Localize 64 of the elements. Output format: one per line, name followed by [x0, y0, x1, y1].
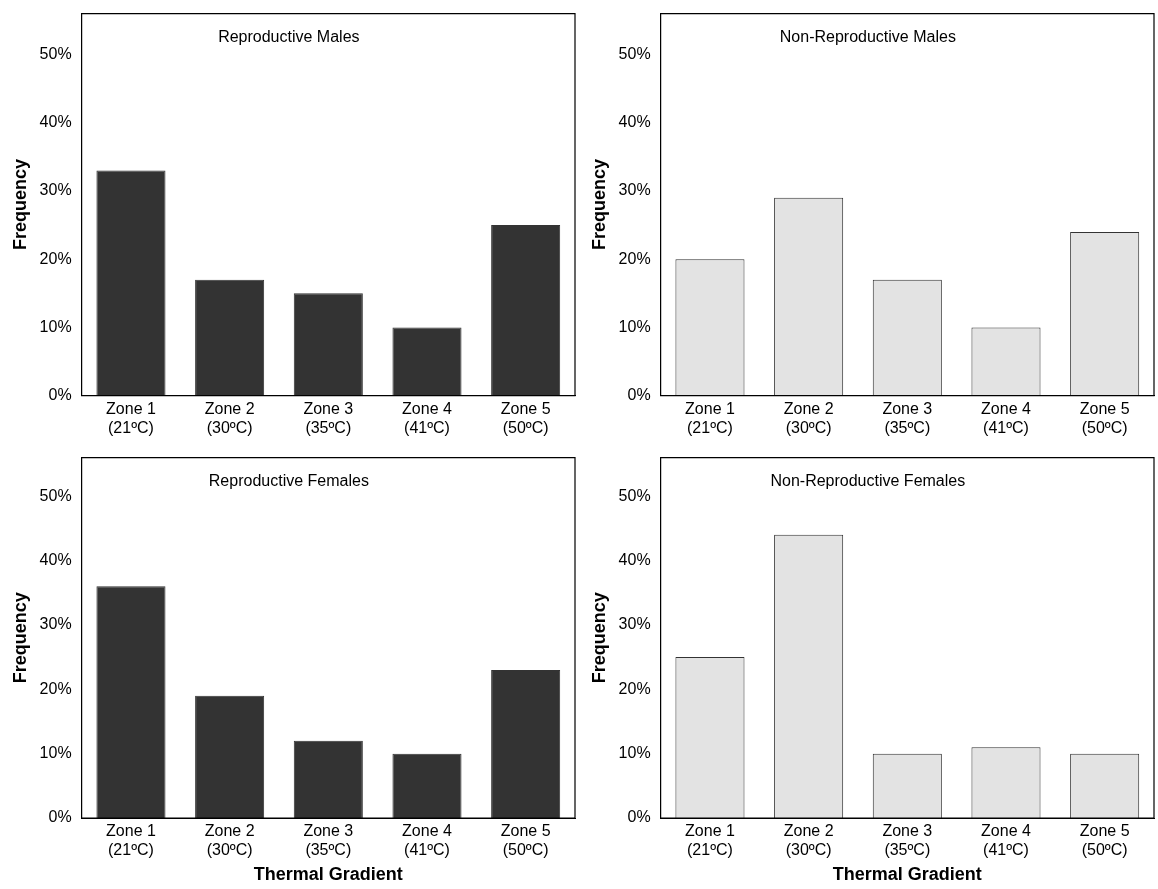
x-tick-label: Zone 1 (21ºC) — [685, 822, 735, 859]
bar — [293, 293, 363, 396]
bar — [195, 695, 265, 818]
x-tick-label: Zone 3 (35ºC) — [882, 399, 933, 436]
y-axis-title: Frequency — [588, 159, 609, 251]
y-tick-label: 0% — [48, 386, 72, 404]
y-tick-label: 50% — [39, 486, 72, 504]
y-tick-label: 10% — [618, 317, 651, 335]
bar — [491, 225, 561, 396]
y-tick-label: 20% — [618, 249, 651, 267]
x-tick-label: Zone 5 (50ºC) — [500, 822, 551, 859]
y-tick-label: 10% — [39, 744, 72, 762]
x-axis-title: Thermal Gradient — [832, 864, 982, 885]
x-tick-label: Zone 2 (30ºC) — [783, 399, 834, 436]
bar — [293, 740, 363, 818]
y-tick-label: 10% — [618, 744, 651, 762]
bar — [392, 753, 462, 818]
bar — [96, 170, 166, 396]
y-tick-label: 50% — [618, 44, 651, 62]
y-tick-label: 0% — [627, 386, 651, 404]
x-tick-label: Zone 1 (21ºC) — [106, 399, 156, 436]
x-tick-label: Zone 3 (35ºC) — [303, 399, 354, 436]
x-tick-label: Zone 2 (30ºC) — [783, 822, 834, 859]
y-tick-label: 30% — [618, 615, 651, 633]
x-tick-label: Zone 4 (41ºC) — [402, 399, 452, 436]
x-tick-label: Zone 4 (41ºC) — [981, 399, 1031, 436]
x-tick-label: Zone 5 (50ºC) — [1079, 399, 1130, 436]
x-tick-label: Zone 4 (41ºC) — [402, 822, 452, 859]
y-axis-title: Frequency — [588, 592, 609, 684]
y-tick-label: 20% — [39, 679, 72, 697]
text: Reproductive Females — [208, 472, 369, 490]
bar — [392, 327, 462, 396]
bar — [96, 586, 166, 818]
y-tick-label: 30% — [39, 181, 72, 199]
y-tick-label: 30% — [39, 615, 72, 633]
x-tick-label: Zone 2 (30ºC) — [204, 822, 255, 859]
y-tick-label: 0% — [48, 808, 72, 826]
y-tick-label: 40% — [618, 550, 651, 568]
x-tick-label: Zone 5 (50ºC) — [500, 399, 551, 436]
y-tick-label: 20% — [618, 679, 651, 697]
x-tick-label: Zone 3 (35ºC) — [882, 822, 933, 859]
y-tick-label: 30% — [618, 181, 651, 199]
x-tick-label: Zone 1 (21ºC) — [685, 399, 735, 436]
y-tick-label: 50% — [39, 44, 72, 62]
x-tick-label: Zone 1 (21ºC) — [106, 822, 156, 859]
y-tick-label: 10% — [39, 317, 72, 335]
text: Non-Reproductive Females — [770, 472, 966, 490]
y-tick-label: 50% — [618, 486, 651, 504]
y-tick-label: 0% — [627, 808, 651, 826]
text: Reproductive Males — [218, 28, 360, 46]
y-axis-title: Frequency — [9, 592, 30, 684]
x-axis-title: Thermal Gradient — [253, 864, 403, 885]
y-tick-label: 40% — [618, 113, 651, 131]
y-tick-label: 20% — [39, 249, 72, 267]
y-tick-label: 40% — [39, 550, 72, 568]
x-tick-label: Zone 5 (50ºC) — [1079, 822, 1130, 859]
text: Non-Reproductive Males — [779, 28, 956, 46]
x-tick-label: Zone 4 (41ºC) — [981, 822, 1031, 859]
y-axis-title: Frequency — [9, 159, 30, 251]
y-tick-label: 40% — [39, 113, 72, 131]
bar — [491, 669, 561, 818]
x-tick-label: Zone 3 (35ºC) — [303, 822, 354, 859]
bar — [195, 279, 265, 396]
x-tick-label: Zone 2 (30ºC) — [204, 399, 255, 436]
